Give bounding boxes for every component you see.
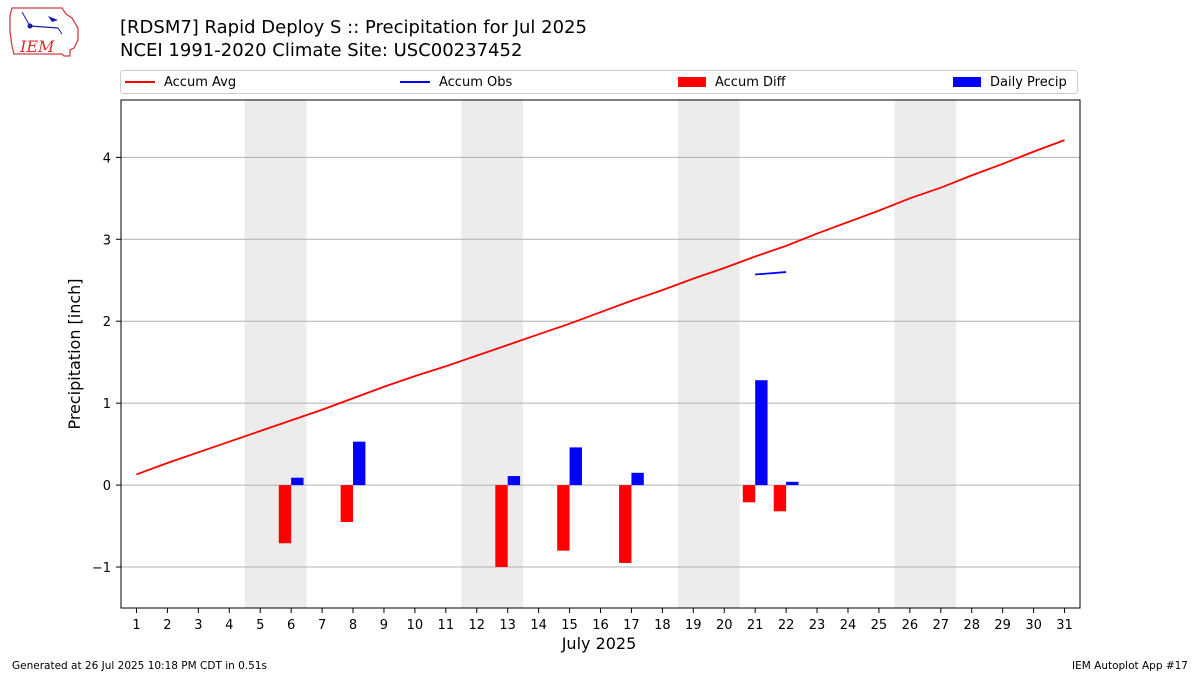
footer-generated: Generated at 26 Jul 2025 10:18 PM CDT in… <box>12 660 267 672</box>
y-tick-label: 2 <box>103 315 111 330</box>
x-tick-label: 8 <box>349 618 357 633</box>
daily-precip-bar <box>291 477 304 486</box>
accum-diff-bar <box>557 485 570 551</box>
x-tick-label: 9 <box>380 618 388 633</box>
x-tick-label: 25 <box>871 618 888 633</box>
x-tick-label: 26 <box>902 618 919 633</box>
logo-text: IEM <box>19 37 55 56</box>
y-tick-label: 3 <box>103 233 111 248</box>
x-tick-label: 14 <box>530 618 547 633</box>
bars-group <box>278 380 799 568</box>
daily-precip-bar <box>569 447 582 486</box>
x-tick-label: 31 <box>1056 618 1073 633</box>
legend-label-accum-obs: Accum Obs <box>439 74 513 90</box>
x-tick-label: 28 <box>963 618 980 633</box>
lines-group <box>136 139 1065 476</box>
x-tick-label: 13 <box>499 618 516 633</box>
legend-item-accum-obs: Accum Obs <box>400 73 512 91</box>
legend-item-accum-diff: Accum Diff <box>678 73 786 91</box>
x-tick-label: 29 <box>994 618 1011 633</box>
legend-swatch-accum-obs <box>400 81 430 83</box>
accum-diff-bar <box>278 485 292 544</box>
x-tick-label: 16 <box>592 618 609 633</box>
x-tick-label: 27 <box>933 618 950 633</box>
daily-precip-bar <box>755 380 768 486</box>
x-tick-label: 18 <box>654 618 671 633</box>
x-tick-label: 11 <box>438 618 455 633</box>
iem-logo: IEM <box>9 7 79 57</box>
accum-diff-bar <box>742 485 756 503</box>
y-tick-label: −1 <box>92 561 111 576</box>
x-tick-label: 2 <box>163 618 171 633</box>
x-tick-label: 7 <box>318 618 326 633</box>
chart-legend: Accum Avg Accum Obs Accum Diff Daily Pre… <box>120 70 1078 94</box>
weekend-band-2 <box>461 100 524 608</box>
daily-precip-bar <box>786 481 799 486</box>
x-tick-label: 30 <box>1025 618 1042 633</box>
legend-label-accum-diff: Accum Diff <box>715 74 786 90</box>
y-axis-label: Precipitation [inch] <box>65 278 84 429</box>
plot-frame <box>120 99 1081 609</box>
weekend-band-3 <box>677 100 740 608</box>
legend-item-accum-avg: Accum Avg <box>125 73 236 91</box>
daily-precip-bar <box>353 441 366 486</box>
x-tick-label: 1 <box>132 618 140 633</box>
x-tick-label: 22 <box>778 618 795 633</box>
weekend-shading-group <box>244 100 957 608</box>
x-tick-label: 5 <box>256 618 264 633</box>
x-tick-label: 21 <box>747 618 764 633</box>
x-tick-label: 23 <box>809 618 826 633</box>
x-tick-label: 20 <box>716 618 733 633</box>
legend-swatch-accum-diff <box>678 77 706 87</box>
accum-diff-bar <box>340 485 354 522</box>
weekend-band-1 <box>244 100 307 608</box>
x-tick-label: 15 <box>561 618 578 633</box>
accum-diff-bar <box>773 485 787 512</box>
weekend-band-4 <box>894 100 957 608</box>
accum-diff-bar <box>619 485 632 563</box>
y-tick-label: 1 <box>103 397 111 412</box>
legend-swatch-daily-precip <box>953 77 981 87</box>
legend-label-daily-precip: Daily Precip <box>990 74 1067 90</box>
x-tick-label: 19 <box>685 618 702 633</box>
legend-item-daily-precip: Daily Precip <box>953 73 1067 91</box>
x-tick-label: 17 <box>623 618 640 633</box>
x-tick-label: 12 <box>468 618 485 633</box>
accum-diff-bar <box>495 485 508 568</box>
x-tick-label: 3 <box>194 618 202 633</box>
chart-title: [RDSM7] Rapid Deploy S :: Precipitation … <box>120 17 587 38</box>
accum-obs-line <box>755 271 787 276</box>
legend-swatch-accum-avg <box>125 81 155 83</box>
daily-precip-bar <box>631 472 644 486</box>
x-tick-label: 24 <box>840 618 857 633</box>
daily-precip-bar <box>507 476 521 486</box>
x-axis-label: July 2025 <box>561 634 637 653</box>
y-tick-label: 4 <box>103 151 111 166</box>
chart-subtitle: NCEI 1991-2020 Climate Site: USC00237452 <box>120 40 523 61</box>
x-tick-label: 6 <box>287 618 295 633</box>
footer-app: IEM Autoplot App #17 <box>1072 660 1188 672</box>
x-tick-label: 10 <box>407 618 424 633</box>
legend-label-accum-avg: Accum Avg <box>164 74 237 90</box>
y-tick-label: 0 <box>103 479 111 494</box>
x-tick-label: 4 <box>225 618 233 633</box>
accum-avg-line <box>136 139 1065 476</box>
